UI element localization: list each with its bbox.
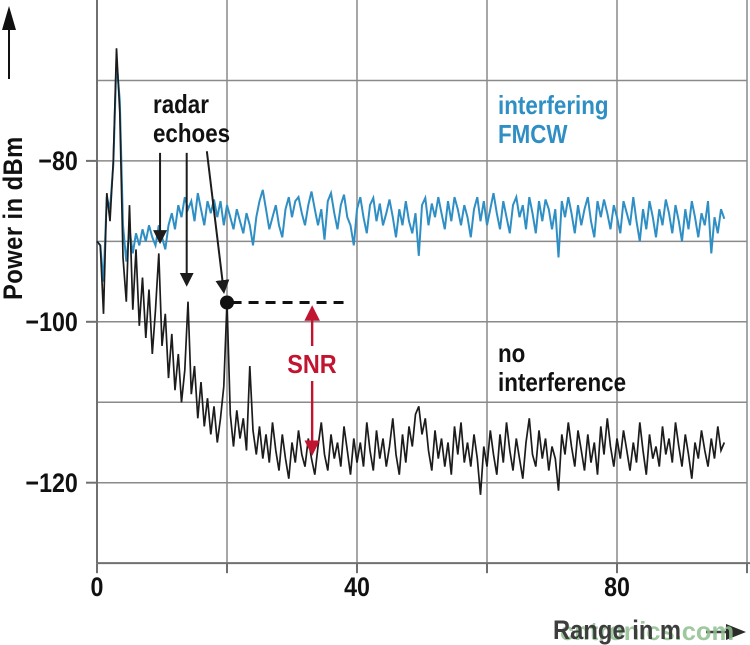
radar-echoes-label: radar echoes (153, 90, 230, 148)
radar-echo-arrow-3 (205, 151, 230, 295)
trace-interfering-fmcw (96, 60, 726, 282)
y-axis-arrow-head (2, 6, 16, 30)
no-interference-line2: interference (498, 367, 627, 397)
watermark-text: cntronics.com (560, 616, 735, 645)
x-axis-title: Range in m (553, 615, 682, 645)
radar-echoes-line1: radar (153, 89, 209, 119)
interfering-fmcw-label: interfering FMCW (498, 91, 609, 149)
snr-label: SNR (287, 349, 337, 379)
interfering-line1: interfering (498, 90, 609, 120)
x-axis-arrow-head (726, 624, 746, 640)
x-tick-label-0: 0 (90, 572, 104, 602)
trace-no-interference (96, 48, 726, 495)
traces (96, 48, 726, 495)
x-tick-label-40: 40 (344, 572, 370, 602)
x-tick-label-80: 80 (604, 572, 630, 602)
y-axis-title: Power in dBm (0, 136, 28, 300)
gridlines (97, 0, 748, 564)
peak-marker-dot (220, 295, 234, 310)
radar-echoes-line2: echoes (153, 118, 231, 148)
no-interference-label: no interference (498, 339, 626, 397)
no-interference-line1: no (498, 338, 526, 368)
annotation-graphics (153, 151, 347, 456)
y-tick-label--80: −80 (38, 146, 78, 176)
interfering-line2: FMCW (498, 119, 568, 149)
y-tick-label--100: −100 (25, 307, 78, 337)
y-tick-label--120: −120 (25, 468, 78, 498)
